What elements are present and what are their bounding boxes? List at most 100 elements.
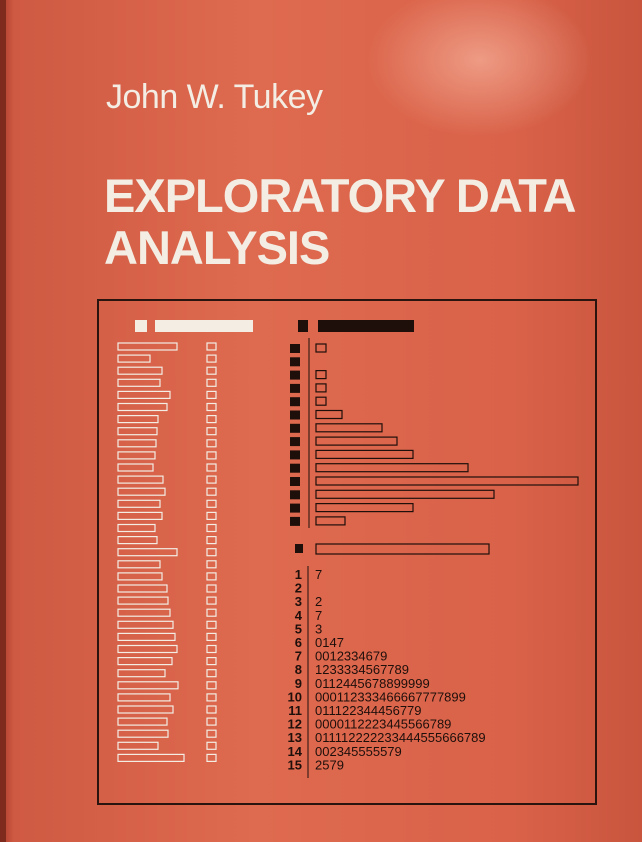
- left-bar: [117, 487, 166, 496]
- left-bar: [117, 439, 157, 448]
- left-bar: [117, 632, 176, 642]
- left-bar: [117, 729, 169, 738]
- histogram-dark-square: [290, 450, 300, 460]
- left-bar: [117, 644, 178, 654]
- left-square: [206, 644, 217, 654]
- header-small-light-square: [135, 320, 147, 332]
- left-square: [206, 608, 217, 617]
- left-square: [206, 475, 217, 484]
- left-bar: [117, 669, 166, 678]
- left-square: [206, 535, 217, 545]
- left-bar: [117, 753, 185, 763]
- histogram-dark-square: [290, 344, 300, 353]
- stem-leaves: 7: [315, 608, 322, 623]
- left-bar: [117, 596, 169, 605]
- left-bar: [117, 378, 161, 387]
- stem-leaves: 011122344456779: [315, 703, 422, 718]
- left-square: [206, 729, 217, 738]
- stem-number: 9: [295, 676, 302, 691]
- stem-leaves: 0012334679: [315, 649, 387, 664]
- stem-number: 1: [295, 567, 302, 582]
- left-square: [206, 439, 217, 448]
- left-bar: [117, 681, 179, 690]
- stem-leaves: 0147: [315, 635, 344, 650]
- book-spine-edge: [0, 0, 6, 842]
- summary-dark-square: [295, 544, 303, 553]
- left-square: [206, 560, 217, 569]
- histogram-dark-square: [290, 490, 300, 500]
- left-square: [206, 354, 217, 363]
- left-bar: [117, 584, 168, 593]
- histogram-dark-square: [290, 383, 300, 393]
- histogram-dark-square: [290, 516, 300, 526]
- left-bar: [117, 463, 154, 472]
- histogram-bar: [315, 449, 414, 459]
- left-square: [206, 511, 217, 521]
- left-square: [206, 717, 217, 726]
- left-bar: [117, 535, 158, 545]
- left-bar: [117, 354, 151, 363]
- stem-number: 13: [288, 730, 302, 745]
- left-bar: [117, 620, 174, 629]
- left-bar: [117, 548, 178, 557]
- left-square: [206, 693, 217, 702]
- left-square: [206, 487, 217, 496]
- left-bar: [117, 523, 156, 533]
- histogram-dark-square: [290, 503, 300, 513]
- histogram-dark-square: [290, 477, 300, 486]
- stem-number: 2: [295, 581, 302, 596]
- stem-leaves: 1233334567789: [315, 662, 409, 677]
- stem-number: 7: [295, 649, 302, 664]
- stem-number: 4: [295, 608, 303, 623]
- histogram-dark-square: [290, 437, 300, 447]
- histogram-dark-square: [290, 357, 300, 367]
- stem-leaves: 002345555579: [315, 744, 402, 759]
- left-square: [206, 656, 217, 666]
- left-square: [206, 523, 217, 533]
- histogram-dark-square: [290, 410, 300, 420]
- left-bar: [117, 475, 164, 484]
- histogram-bar: [315, 463, 469, 473]
- stem-number: 11: [288, 703, 302, 718]
- stem-number: 8: [295, 662, 302, 677]
- left-bar: [117, 560, 161, 569]
- left-square: [206, 378, 217, 387]
- histogram-bar: [315, 370, 327, 380]
- stem-leaves: 3: [315, 621, 322, 636]
- histogram-bar: [315, 423, 383, 433]
- left-bar: [117, 717, 168, 726]
- left-square: [206, 753, 217, 763]
- summary-bar: [315, 543, 490, 555]
- stem-leaves: 2579: [315, 757, 344, 772]
- stem-number: 10: [288, 689, 302, 704]
- book-title-line-1: EXPLORATORY DATA: [104, 169, 576, 222]
- histogram-dark-square: [290, 463, 300, 473]
- left-bar: [117, 656, 173, 666]
- left-square: [206, 632, 217, 642]
- book-title-line-2: ANALYSIS: [104, 221, 330, 274]
- author-name: John W. Tukey: [106, 78, 323, 116]
- histogram-bar: [315, 343, 327, 353]
- left-bar: [117, 451, 156, 460]
- header-small-dark-square: [298, 320, 308, 332]
- left-bar: [117, 705, 174, 714]
- left-bar: [117, 415, 159, 424]
- figure-frame: [97, 299, 597, 805]
- histogram-dark-square: [290, 370, 300, 380]
- stem-leaves: 0000112223445566789: [315, 717, 451, 732]
- left-square: [206, 741, 217, 750]
- left-bar: [117, 390, 171, 399]
- stem-leaves: 7: [315, 567, 322, 582]
- header-dark-bar: [318, 320, 414, 332]
- stem-leaves: 2: [315, 594, 322, 609]
- stem-number: 5: [295, 621, 302, 636]
- left-square: [206, 463, 217, 472]
- stem-number: 6: [295, 635, 302, 650]
- histogram-bar: [315, 383, 327, 393]
- left-square: [206, 402, 217, 412]
- left-square: [206, 548, 217, 557]
- left-square: [206, 669, 217, 678]
- histogram-bar: [315, 409, 343, 420]
